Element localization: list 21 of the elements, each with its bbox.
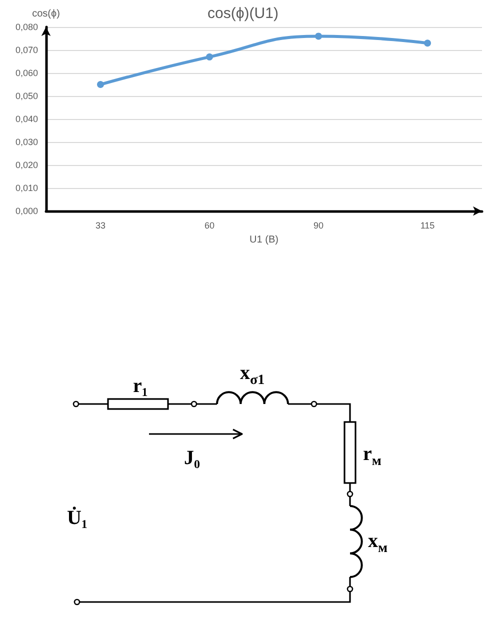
y-tick-label: 0,050 [15,91,38,102]
point [97,81,104,88]
y-axis-title: cos(ϕ) [32,8,60,20]
x-axis-title: U1 (В) [250,234,278,246]
x-tick-label: 90 [313,220,324,231]
y-tick-label: 0,080 [15,22,38,32]
x-tick-label: 60 [204,220,215,231]
circuit-drawing: r₁ x$_{σ1}$ J₀ r$_{м}$ U̇₁ x$_{м}$ [67,362,388,606]
y-tick-label: 0,040 [15,114,38,124]
y-tick-label: 0,030 [15,137,38,148]
chart-title: cos(ϕ)(U1) [208,5,278,22]
y-tick-label: 0,060 [15,68,38,78]
y-tick-label: 0,020 [15,160,38,170]
point [315,32,322,40]
point [424,40,431,47]
y-tick-label: 0,000 [15,206,38,216]
y-tick-label: 0,010 [15,183,38,194]
point [206,53,213,60]
x-tick-label: 33 [95,220,106,231]
y-tick-label: 0,070 [15,45,38,56]
x-tick-label: 115 [420,220,435,231]
